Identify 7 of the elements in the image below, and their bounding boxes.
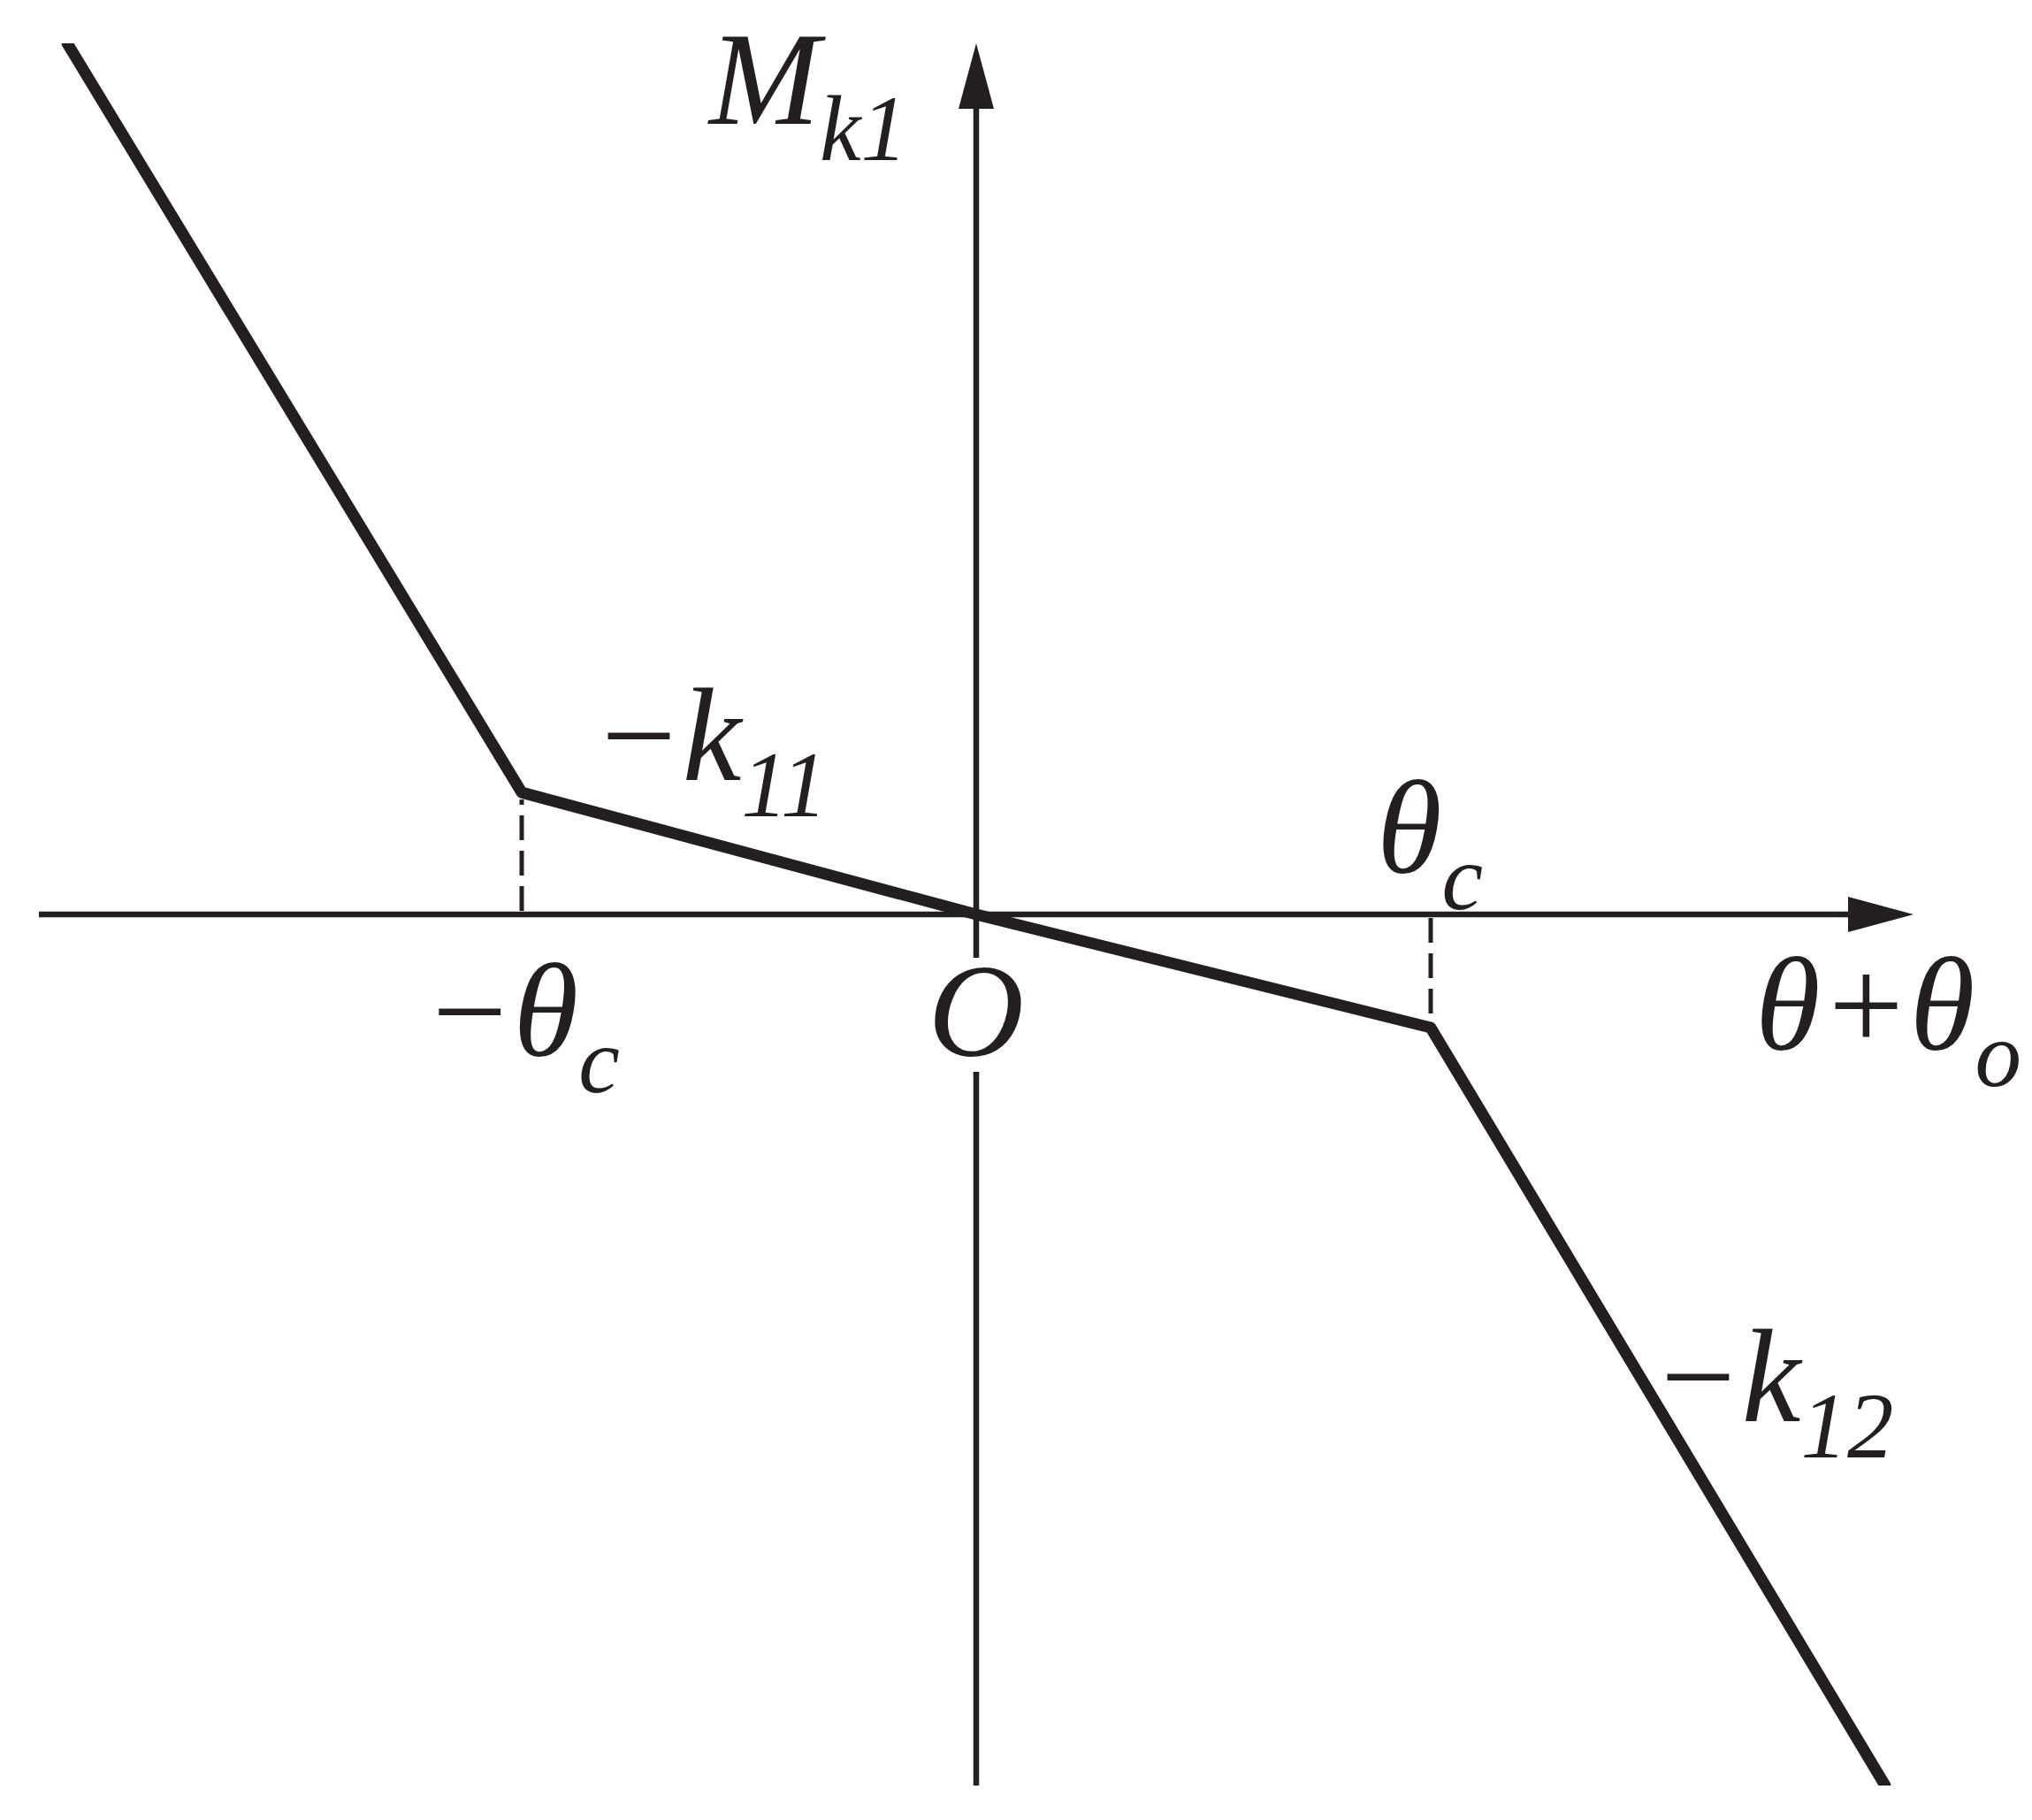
- annotation: −k$_{12}$: [1652, 1303, 1894, 1478]
- x-tick-label: O: [928, 937, 1025, 1084]
- annotation: θ$_{c}$: [1376, 753, 1484, 929]
- x-axis-title: θ+θ$_{o}$: [1754, 931, 2021, 1106]
- x-tick-label: −θ$_{c}$: [424, 937, 620, 1113]
- y-axis-title: M$_{k1}$: [707, 5, 907, 180]
- annotation: −k$_{11}$: [592, 661, 828, 837]
